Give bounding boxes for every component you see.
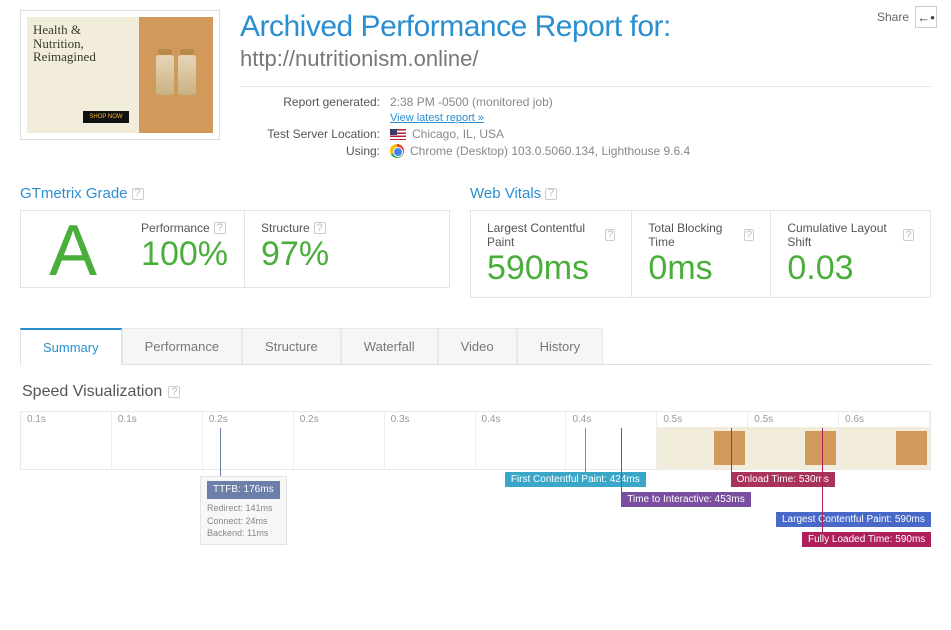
help-icon[interactable]: ?	[605, 229, 616, 241]
jar-icon	[178, 55, 196, 95]
tab-summary[interactable]: Summary	[20, 328, 122, 365]
time-label: 0.6s	[839, 412, 930, 427]
filmstrip-frame	[294, 427, 385, 469]
vitals-section-title: Web Vitals	[470, 185, 541, 202]
site-thumbnail: Health & Nutrition, Reimagined SHOP NOW	[20, 10, 220, 140]
marker-line	[220, 428, 221, 476]
meta-server-value: Chicago, IL, USA	[412, 127, 504, 141]
grade-letter: A	[21, 211, 125, 287]
cls-label: Cumulative Layout Shift	[787, 221, 899, 249]
time-label: 0.2s	[294, 412, 385, 427]
tab-history[interactable]: History	[517, 328, 603, 364]
meta-generated-value: 2:38 PM -0500 (monitored job)	[390, 95, 553, 109]
timeline-markers: TTFB: 176ms Redirect: 141ms Connect: 24m…	[20, 470, 931, 610]
help-icon[interactable]: ?	[314, 222, 326, 234]
filmstrip-frame	[21, 427, 112, 469]
meta-generated-label: Report generated:	[240, 95, 390, 109]
share-label: Share	[877, 10, 909, 24]
tbt-value: 0ms	[648, 251, 754, 285]
ttfb-connect: Connect: 24ms	[207, 516, 268, 526]
marker-tag: Time to Interactive: 453ms	[621, 492, 750, 507]
help-icon[interactable]: ?	[903, 229, 914, 241]
meta-using-label: Using:	[240, 144, 390, 158]
filmstrip-frame	[566, 427, 657, 469]
lcp-label: Largest Contentful Paint	[487, 221, 601, 249]
thumb-line2: Nutrition,	[33, 37, 133, 51]
cls-value: 0.03	[787, 251, 914, 285]
share-button[interactable]: ←•	[915, 6, 937, 28]
filmstrip-frame	[839, 427, 930, 469]
meta-server-label: Test Server Location:	[240, 127, 390, 141]
filmstrip-frame	[476, 427, 567, 469]
thumb-line3: Reimagined	[33, 50, 133, 64]
time-label: 0.4s	[476, 412, 567, 427]
time-label: 0.1s	[112, 412, 203, 427]
filmstrip-frame	[657, 427, 748, 469]
time-label: 0.5s	[657, 412, 748, 427]
ttfb-tag: TTFB: 176ms	[207, 481, 280, 499]
page-title: Archived Performance Report for:	[240, 10, 931, 44]
help-icon[interactable]: ?	[744, 229, 755, 241]
marker-line	[822, 428, 823, 534]
thumb-cta: SHOP NOW	[83, 111, 128, 123]
marker-tag: Fully Loaded Time: 590ms	[802, 532, 931, 547]
tab-structure[interactable]: Structure	[242, 328, 341, 364]
help-icon[interactable]: ?	[132, 188, 144, 200]
perf-label: Performance	[141, 221, 210, 235]
help-icon[interactable]: ?	[545, 188, 557, 200]
speed-timeline: 0.1s0.1s0.2s0.2s0.3s0.4s0.4s0.5s0.5s0.6s	[20, 411, 931, 470]
time-label: 0.4s	[566, 412, 657, 427]
grade-panel: A Performance? 100% Structure? 97%	[20, 210, 450, 288]
struct-value: 97%	[261, 237, 329, 271]
struct-label: Structure	[261, 221, 310, 235]
view-latest-link[interactable]: View latest report »	[390, 112, 484, 124]
filmstrip-frame	[385, 427, 476, 469]
time-label: 0.1s	[21, 412, 112, 427]
filmstrip-frame	[112, 427, 203, 469]
ttfb-redirect: Redirect: 141ms	[207, 503, 273, 513]
thumb-line1: Health &	[33, 23, 133, 37]
time-label: 0.5s	[748, 412, 839, 427]
marker-line	[585, 428, 586, 474]
jar-icon	[156, 55, 174, 95]
marker-tag: First Contentful Paint: 424ms	[505, 472, 646, 487]
grade-section-title: GTmetrix Grade	[20, 185, 128, 202]
ttfb-detail-box: TTFB: 176ms Redirect: 141ms Connect: 24m…	[200, 476, 287, 545]
meta-using-value: Chrome (Desktop) 103.0.5060.134, Lightho…	[410, 144, 690, 158]
lcp-value: 590ms	[487, 251, 615, 285]
tab-video[interactable]: Video	[438, 328, 517, 364]
filmstrip-frame	[748, 427, 839, 469]
tabs: Summary Performance Structure Waterfall …	[20, 328, 931, 365]
divider	[240, 86, 931, 87]
vitals-panel: Largest Contentful Paint? 590ms Total Bl…	[470, 210, 931, 298]
marker-line	[731, 428, 732, 474]
help-icon[interactable]: ?	[214, 222, 226, 234]
tbt-label: Total Blocking Time	[648, 221, 739, 249]
report-url: http://nutritionism.online/	[240, 46, 931, 72]
speed-vis-title: Speed Visualization	[22, 383, 162, 401]
share-icon: ←•	[917, 10, 935, 25]
tab-waterfall[interactable]: Waterfall	[341, 328, 438, 364]
help-icon[interactable]: ?	[168, 386, 180, 398]
ttfb-backend: Backend: 11ms	[207, 528, 268, 538]
time-label: 0.2s	[203, 412, 294, 427]
perf-value: 100%	[141, 237, 228, 271]
filmstrip-frame	[203, 427, 294, 469]
marker-line	[621, 428, 622, 494]
time-label: 0.3s	[385, 412, 476, 427]
tab-performance[interactable]: Performance	[122, 328, 242, 364]
chrome-icon	[390, 144, 404, 158]
us-flag-icon	[390, 129, 406, 140]
marker-tag: Largest Contentful Paint: 590ms	[776, 512, 931, 527]
marker-tag: Onload Time: 530ms	[731, 472, 835, 487]
